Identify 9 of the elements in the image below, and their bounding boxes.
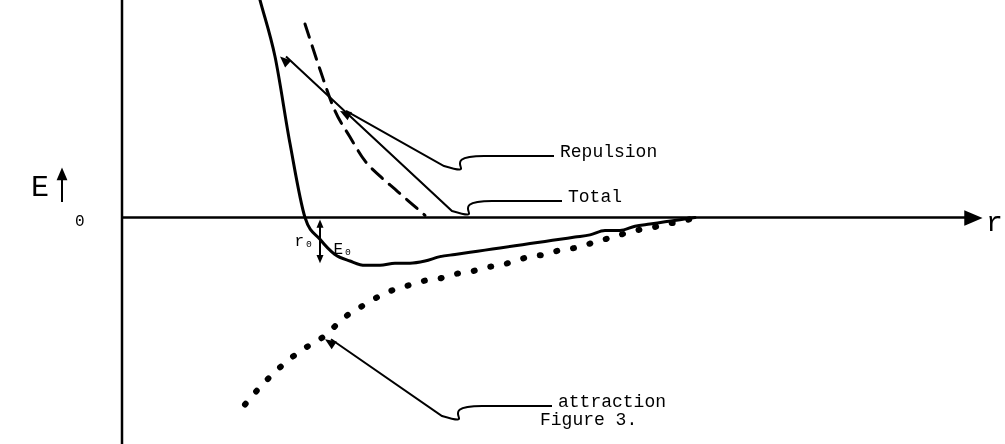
annotation: E₀ xyxy=(333,240,353,259)
text: Repulsion xyxy=(560,142,658,162)
text: r xyxy=(986,207,1003,239)
annotation: r₀ xyxy=(294,232,314,251)
series-label: Total xyxy=(568,187,623,207)
text: E xyxy=(31,171,50,205)
caption: Figure 3. xyxy=(540,410,638,430)
text: 0 xyxy=(75,212,85,231)
text: attraction xyxy=(558,392,667,412)
